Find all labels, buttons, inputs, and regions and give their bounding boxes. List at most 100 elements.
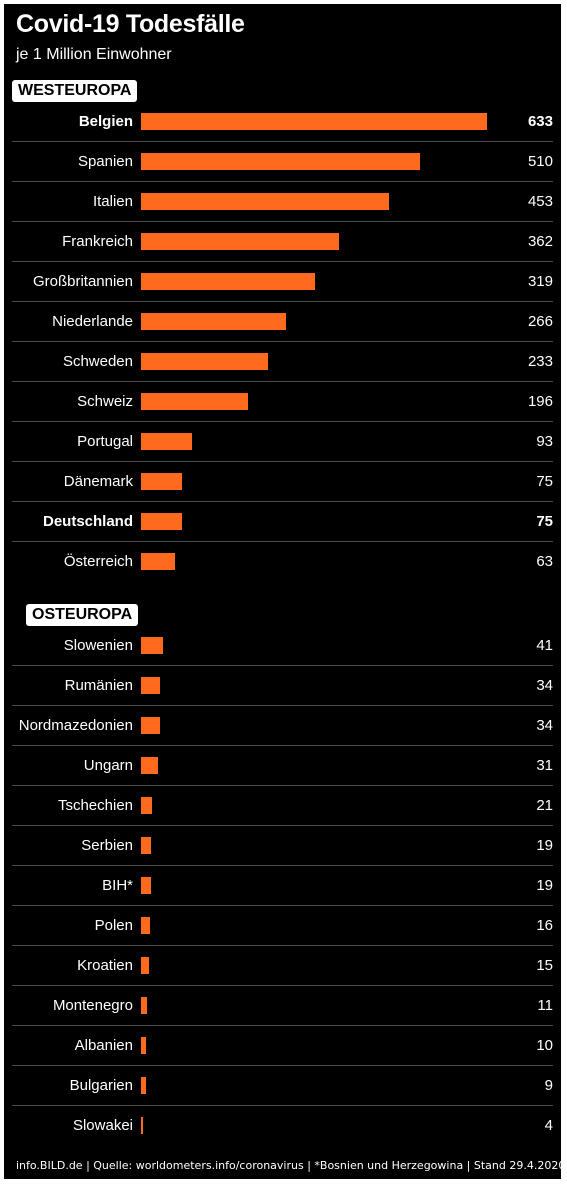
bar-row: Montenegro 11 (12, 986, 553, 1026)
value-label: 41 (536, 637, 553, 654)
row-divider (12, 541, 553, 542)
category-label: Montenegro (52, 997, 133, 1014)
category-label: Kroatien (77, 957, 133, 974)
row-divider (12, 141, 553, 142)
value-label: 34 (536, 717, 553, 734)
bar (141, 313, 286, 330)
row-divider (12, 1105, 553, 1106)
bar-row: Bulgarien 9 (12, 1066, 553, 1106)
bar (141, 1117, 143, 1134)
bar-row: Italien 453 (12, 182, 553, 222)
bar (141, 637, 163, 654)
value-label: 31 (536, 757, 553, 774)
category-label: Albanien (74, 1037, 133, 1054)
row-divider (12, 945, 553, 946)
value-label: 75 (536, 513, 553, 530)
category-label: Nordmazedonien (18, 717, 133, 734)
category-label: Großbritannien (32, 273, 133, 290)
value-label: 16 (536, 917, 553, 934)
bar (141, 797, 152, 814)
bar-row: Albanien 10 (12, 1026, 553, 1066)
bar-row: Slowenien 41 (12, 626, 553, 666)
category-label: Serbien (81, 837, 133, 854)
section-label-osteuropa: OSTEUROPA (26, 604, 139, 626)
value-label: 9 (544, 1077, 553, 1094)
row-divider (12, 665, 553, 666)
category-label: Ungarn (83, 757, 133, 774)
value-label: 266 (527, 313, 553, 330)
row-divider (12, 1065, 553, 1066)
bar-row: Niederlande 266 (12, 302, 553, 342)
category-label: Schweden (62, 353, 133, 370)
bar (141, 917, 150, 934)
chart-panel: Covid-19 Todesfälle je 1 Million Einwohn… (4, 4, 565, 1179)
category-label: Slowakei (72, 1117, 133, 1134)
value-label: 34 (536, 677, 553, 694)
bar-row: Slowakei 4 (12, 1106, 553, 1146)
bar-row: BIH* 19 (12, 866, 553, 906)
value-label: 21 (536, 797, 553, 814)
row-divider (12, 705, 553, 706)
value-label: 633 (527, 113, 553, 130)
row-divider (12, 785, 553, 786)
category-label: Österreich (63, 553, 133, 570)
category-label: Dänemark (63, 473, 133, 490)
value-label: 75 (536, 473, 553, 490)
row-divider (12, 905, 553, 906)
source-footer: info.BILD.de | Quelle: worldometers.info… (16, 1159, 566, 1172)
bar (141, 877, 151, 894)
row-divider (12, 221, 553, 222)
bar (141, 433, 192, 450)
row-divider (12, 461, 553, 462)
row-divider (12, 1025, 553, 1026)
value-label: 4 (544, 1117, 553, 1134)
category-label: Portugal (77, 433, 133, 450)
bar (141, 837, 151, 854)
category-label: Frankreich (62, 233, 133, 250)
category-label: Slowenien (63, 637, 133, 654)
bar-row: Dänemark 75 (12, 462, 553, 502)
row-divider (12, 301, 553, 302)
bar-row: Serbien 19 (12, 826, 553, 866)
bar-row: Tschechien 21 (12, 786, 553, 826)
category-label: Belgien (78, 113, 133, 130)
category-label: BIH* (102, 877, 133, 894)
value-label: 510 (527, 153, 553, 170)
category-label: Spanien (77, 153, 133, 170)
bar (141, 677, 160, 694)
bar (141, 233, 339, 250)
category-label: Niederlande (52, 313, 133, 330)
chart-title: Covid-19 Todesfälle (16, 10, 245, 38)
value-label: 362 (527, 233, 553, 250)
bar-row: Spanien 510 (12, 142, 553, 182)
category-label: Schweiz (77, 393, 133, 410)
chart-subtitle: je 1 Million Einwohner (16, 46, 172, 63)
value-label: 453 (527, 193, 553, 210)
category-label: Tschechien (57, 797, 133, 814)
row-divider (12, 865, 553, 866)
bar-row: Belgien 633 (12, 102, 553, 142)
bar (141, 153, 420, 170)
bar (141, 113, 487, 130)
bar (141, 393, 248, 410)
bar-row: Portugal 93 (12, 422, 553, 462)
category-label: Deutschland (42, 513, 133, 530)
row-divider (12, 985, 553, 986)
bar (141, 717, 160, 734)
value-label: 196 (527, 393, 553, 410)
value-label: 19 (536, 877, 553, 894)
bar (141, 353, 268, 370)
section-label-westeuropa: WESTEUROPA (12, 80, 138, 102)
bar (141, 513, 182, 530)
value-label: 93 (536, 433, 553, 450)
bar (141, 553, 175, 570)
value-label: 11 (537, 997, 553, 1014)
bar-row: Ungarn 31 (12, 746, 553, 786)
row-divider (12, 745, 553, 746)
bar-row: Kroatien 15 (12, 946, 553, 986)
value-label: 10 (536, 1037, 553, 1054)
bar-row: Nordmazedonien 34 (12, 706, 553, 746)
row-divider (12, 825, 553, 826)
bar-row: Frankreich 362 (12, 222, 553, 262)
bar-row: Großbritannien 319 (12, 262, 553, 302)
